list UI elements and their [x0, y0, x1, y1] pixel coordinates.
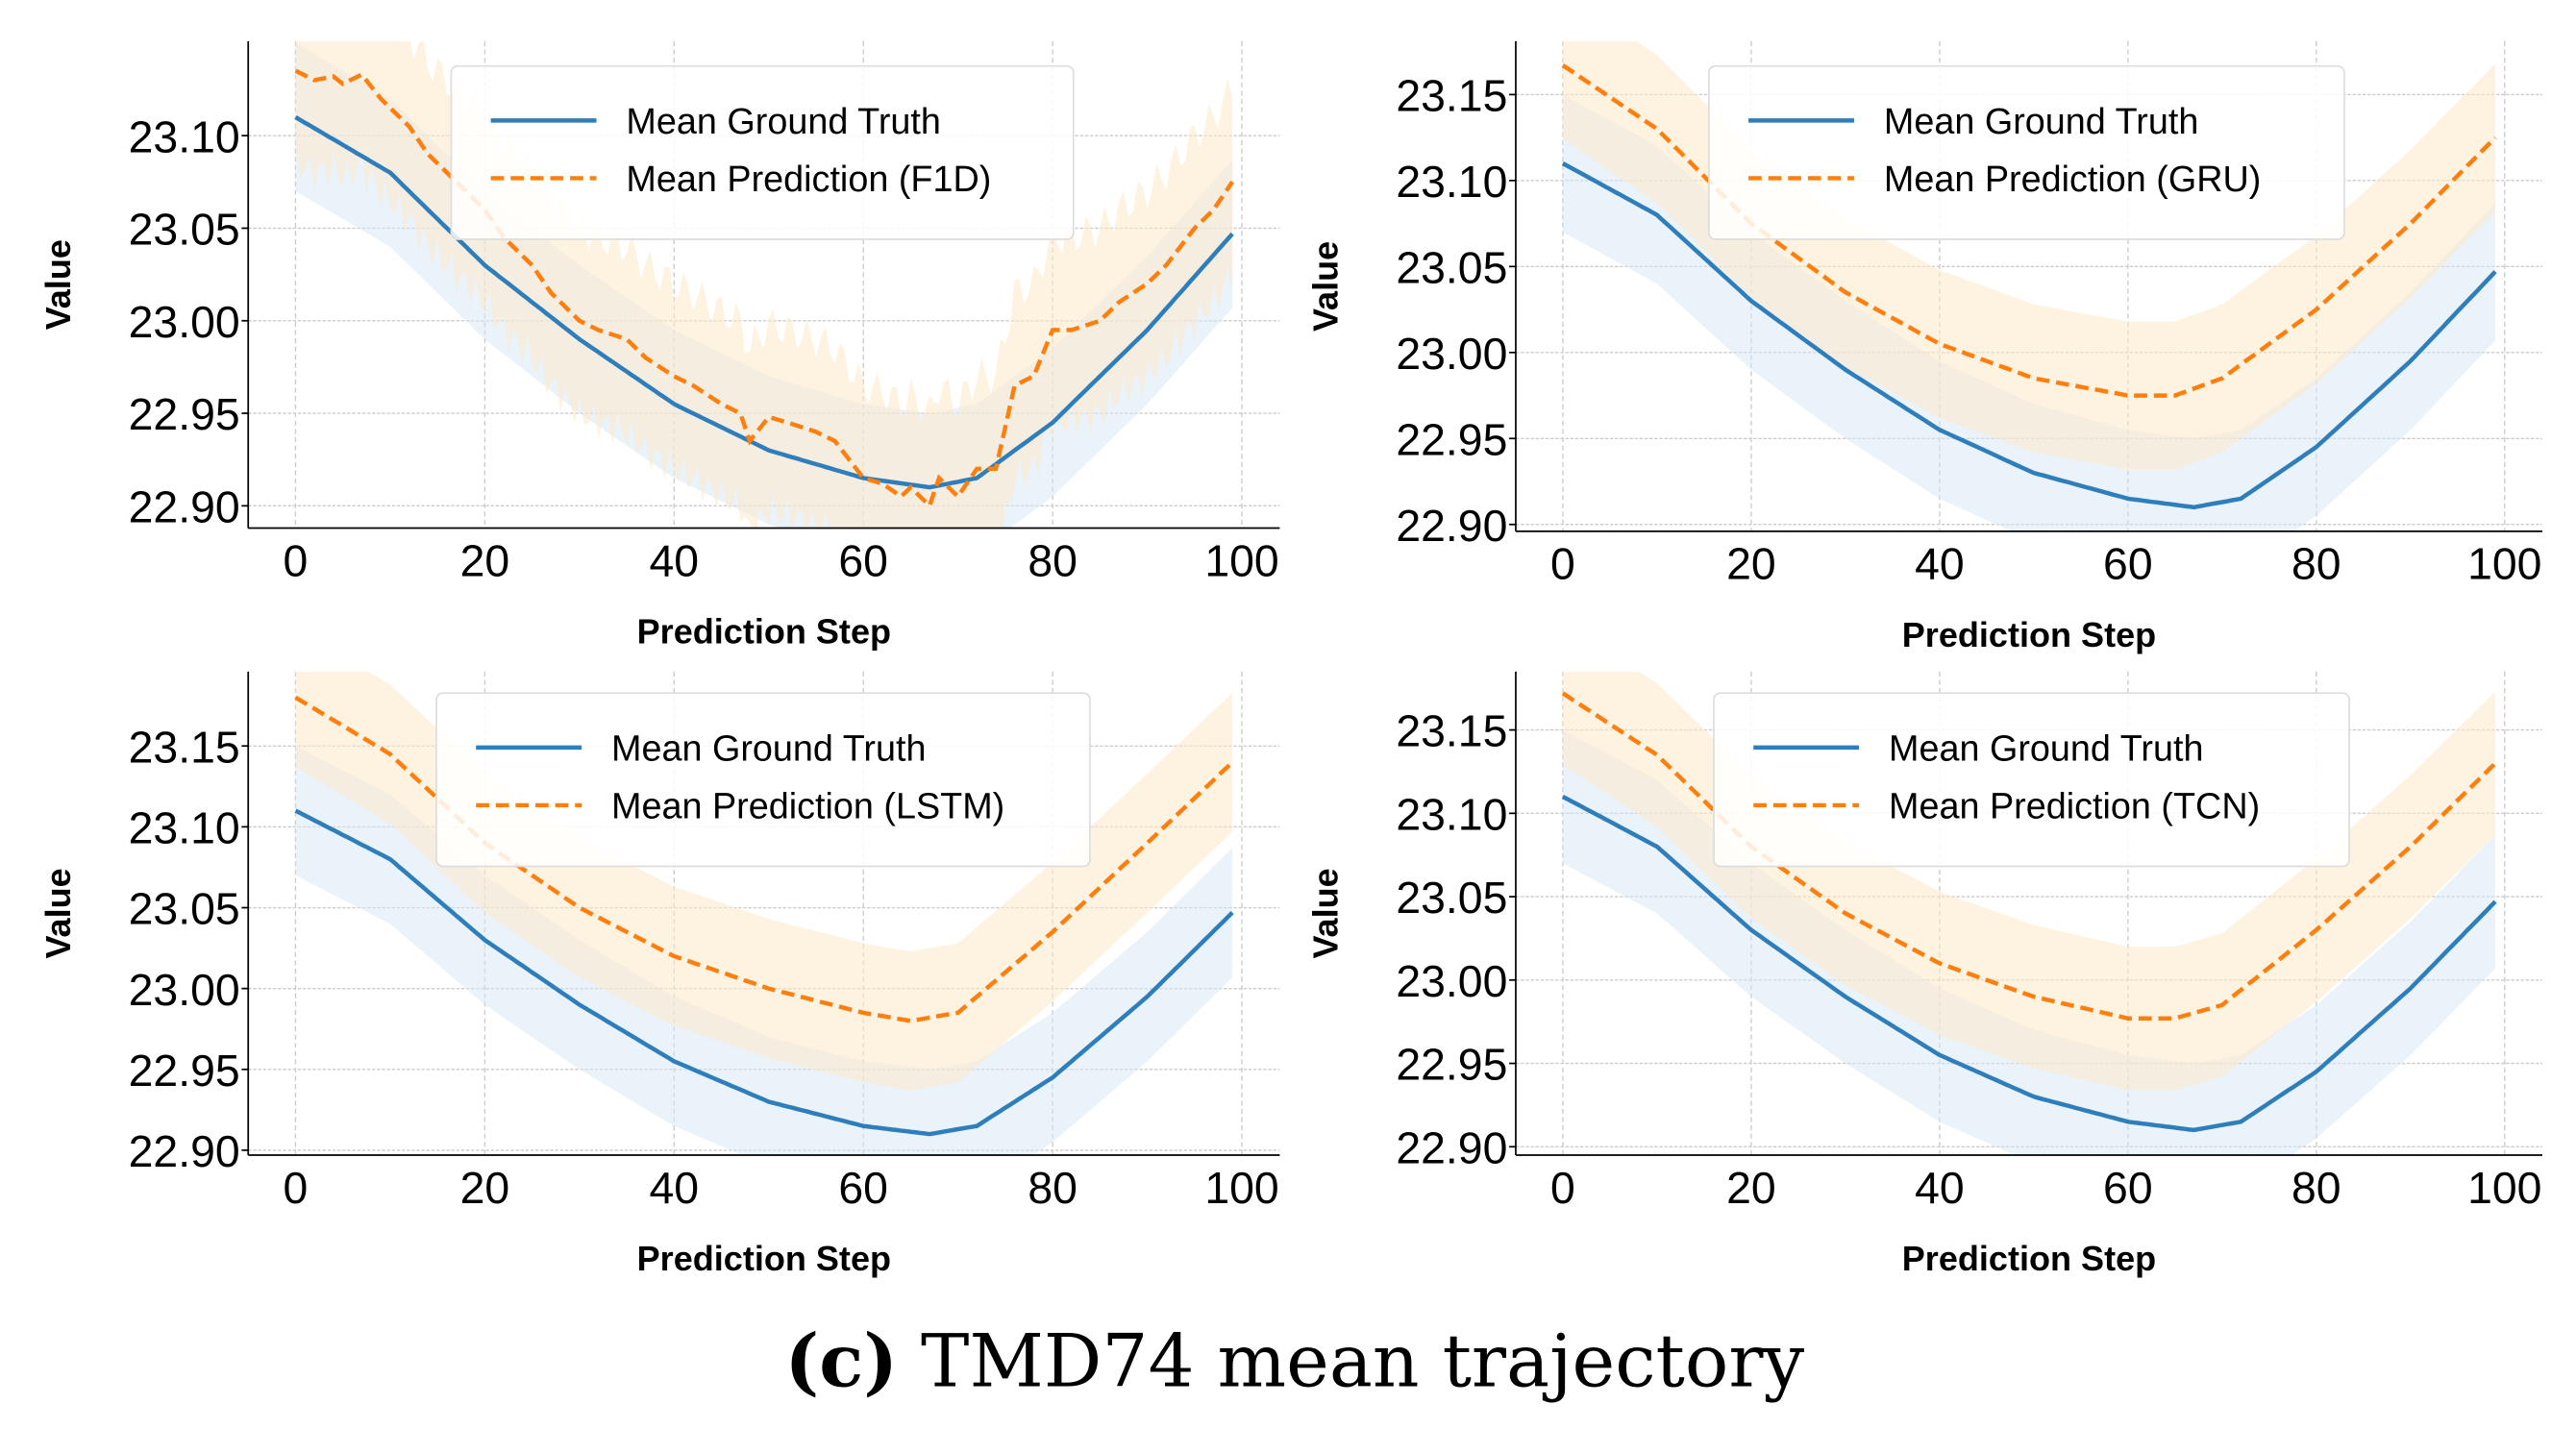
y-tick-label: 23.00 — [1396, 956, 1507, 1006]
legend-box — [1713, 692, 2350, 868]
y-tick-label: 23.05 — [1396, 873, 1507, 923]
y-axis-label: Value — [1306, 868, 1346, 958]
y-tick-label: 22.95 — [1396, 414, 1507, 464]
x-axis-label: Prediction Step — [637, 1239, 891, 1278]
x-tick-label: 40 — [1915, 539, 1965, 589]
legend: Mean Ground Truth Mean Prediction (GRU) — [1707, 64, 2345, 240]
legend-label: Mean Prediction (LSTM) — [611, 787, 1004, 827]
y-tick-label: 22.90 — [1396, 501, 1507, 551]
plot-area — [294, 671, 1234, 1155]
legend-label: Mean Ground Truth — [1889, 729, 2203, 770]
y-tick-label: 23.15 — [1396, 71, 1507, 121]
y-axis-label: Value — [1306, 241, 1346, 332]
prediction-std-band — [1562, 671, 2496, 1091]
caption-text: TMD74 mean trajectory — [898, 1318, 1804, 1403]
y-tick-label: 22.90 — [129, 482, 240, 532]
ground-truth-line — [1561, 161, 2497, 510]
truth-std-band — [1562, 729, 2496, 1155]
y-tick-label: 22.90 — [1396, 1122, 1507, 1172]
x-tick-label: 0 — [284, 535, 309, 585]
x-tick-label: 60 — [2103, 1163, 2153, 1213]
x-tick-label: 80 — [1028, 535, 1077, 585]
chart-panel-3: 0 20 40 60 80 100 22.90 22.95 23.00 23.05 23.10 23.… — [1306, 671, 2542, 1278]
y-axis-label: Value — [38, 868, 78, 958]
x-tick-label: 20 — [460, 1163, 510, 1213]
y-tick-label: 23.15 — [129, 722, 240, 772]
x-tick-label: 100 — [2467, 1163, 2541, 1213]
y-tick-label: 22.95 — [129, 389, 240, 439]
y-tick-label: 23.00 — [129, 965, 240, 1015]
x-axis-label: Prediction Step — [637, 612, 891, 652]
chart-panel-2: 0 20 40 60 80 100 22.90 22.95 23.00 23.05 23.10 23.… — [38, 671, 1280, 1278]
y-tick-label: 23.10 — [129, 803, 240, 853]
x-tick-label: 80 — [2291, 539, 2341, 589]
legend-box — [435, 692, 1091, 868]
legend: Mean Ground Truth Mean Prediction (F1D) — [450, 64, 1075, 240]
x-tick-label: 40 — [650, 535, 700, 585]
legend-box — [1707, 64, 2345, 240]
y-tick-label: 22.90 — [129, 1126, 240, 1176]
legend-label: Mean Prediction (F1D) — [626, 160, 991, 200]
legend-label: Mean Prediction (TCN) — [1889, 787, 2260, 827]
x-tick-label: 0 — [1550, 1163, 1575, 1213]
y-axis-label: Value — [38, 239, 78, 330]
y-tick-label: 23.05 — [129, 884, 240, 934]
x-tick-label: 60 — [838, 1163, 888, 1213]
y-tick-label: 23.05 — [1396, 243, 1507, 293]
prediction-line — [294, 68, 1234, 510]
x-tick-label: 40 — [650, 1163, 700, 1213]
legend-label: Mean Prediction (GRU) — [1884, 160, 2261, 200]
y-tick-label: 23.00 — [129, 297, 240, 347]
legend: Mean Ground Truth Mean Prediction (LSTM) — [435, 692, 1091, 868]
x-tick-label: 80 — [2291, 1163, 2341, 1213]
ground-truth-line — [1561, 795, 2497, 1133]
prediction-std-band — [295, 671, 1233, 1091]
legend: Mean Ground Truth Mean Prediction (TCN) — [1713, 692, 2350, 868]
y-tick-label: 22.95 — [129, 1046, 240, 1096]
x-tick-label: 20 — [1726, 539, 1776, 589]
x-tick-label: 100 — [1204, 535, 1278, 585]
x-tick-label: 100 — [1204, 1163, 1278, 1213]
legend-label: Mean Ground Truth — [626, 102, 940, 142]
legend-label: Mean Ground Truth — [1884, 102, 2198, 142]
x-axis-label: Prediction Step — [1902, 615, 2156, 654]
chart-panel-1: 0 20 40 60 80 100 22.90 22.95 23.00 23.05 23.10 23.… — [1306, 40, 2542, 654]
y-tick-label: 22.95 — [1396, 1040, 1507, 1090]
y-tick-label: 23.10 — [1396, 789, 1507, 839]
legend-box — [450, 64, 1075, 240]
y-tick-label: 23.10 — [1396, 157, 1507, 207]
x-tick-label: 40 — [1915, 1163, 1965, 1213]
chart-panel-0: 0 20 40 60 80 100 22.90 22.95 23.00 23.05 23.10 Pre… — [38, 40, 1280, 652]
x-tick-label: 0 — [1550, 539, 1575, 589]
x-tick-label: 60 — [838, 535, 888, 585]
legend-label: Mean Ground Truth — [611, 729, 926, 770]
x-tick-label: 80 — [1028, 1163, 1077, 1213]
prediction-line — [294, 695, 1234, 1023]
y-tick-label: 23.10 — [129, 111, 240, 161]
figure-caption: (c) TMD74 mean trajectory — [785, 1318, 1805, 1403]
y-tick-label: 23.05 — [129, 205, 240, 255]
x-tick-label: 20 — [1726, 1163, 1776, 1213]
y-tick-label: 23.00 — [1396, 329, 1507, 379]
truth-std-band — [295, 746, 1233, 1155]
x-axis-label: Prediction Step — [1902, 1239, 2156, 1278]
x-tick-label: 100 — [2467, 539, 2541, 589]
caption-label: (c) — [785, 1318, 899, 1403]
ground-truth-line — [294, 808, 1234, 1137]
y-tick-label: 23.15 — [1396, 706, 1507, 756]
prediction-std-band — [1562, 40, 2496, 470]
x-tick-label: 0 — [284, 1163, 309, 1213]
x-tick-label: 60 — [2103, 539, 2153, 589]
x-tick-label: 20 — [460, 535, 510, 585]
